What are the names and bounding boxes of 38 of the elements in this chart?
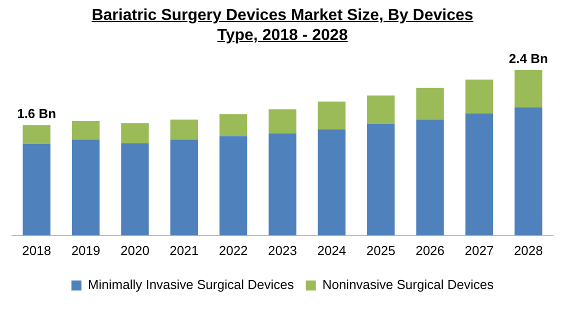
legend-label: Noninvasive Surgical Devices — [322, 277, 494, 292]
bar — [367, 95, 395, 124]
bar — [170, 120, 198, 140]
chart-title: Bariatric Surgery Devices Market Size, By Devices Type, 2018 - 2028 — [90, 6, 474, 46]
x-tick-label: 2027 — [464, 242, 494, 258]
x-tick-label: 2021 — [170, 242, 199, 258]
bar — [268, 109, 296, 134]
bar — [465, 113, 494, 236]
bar — [416, 120, 444, 236]
x-tick-label: 2022 — [218, 242, 248, 258]
x-tick-label: 2019 — [71, 242, 100, 258]
x-tick-label: 2026 — [416, 242, 445, 258]
bar — [219, 136, 248, 236]
bar — [121, 143, 149, 236]
bar — [416, 88, 444, 120]
legend-label: Minimally Invasive Surgical Devices — [88, 277, 294, 292]
x-tick-label: 2018 — [22, 242, 52, 258]
bar — [367, 124, 395, 236]
x-tick-label: 2023 — [268, 242, 297, 258]
bar — [219, 114, 248, 136]
bar — [514, 107, 542, 236]
bar — [170, 140, 198, 236]
annotation: 1.6 Bn — [17, 106, 56, 122]
bar — [465, 80, 494, 114]
bar — [22, 125, 50, 144]
bar — [514, 70, 542, 108]
x-tick-label: 2020 — [120, 242, 150, 258]
x-tick-label: 2025 — [366, 242, 396, 258]
bar — [72, 120, 100, 140]
bar — [22, 144, 50, 236]
x-tick-label: 2028 — [514, 242, 543, 258]
bar — [121, 123, 149, 144]
bar — [318, 102, 346, 130]
bar — [268, 133, 296, 236]
x-tick-label: 2024 — [317, 242, 346, 258]
bar — [318, 129, 346, 236]
bar — [72, 140, 100, 236]
annotation: 2.4 Bn — [508, 51, 548, 66]
